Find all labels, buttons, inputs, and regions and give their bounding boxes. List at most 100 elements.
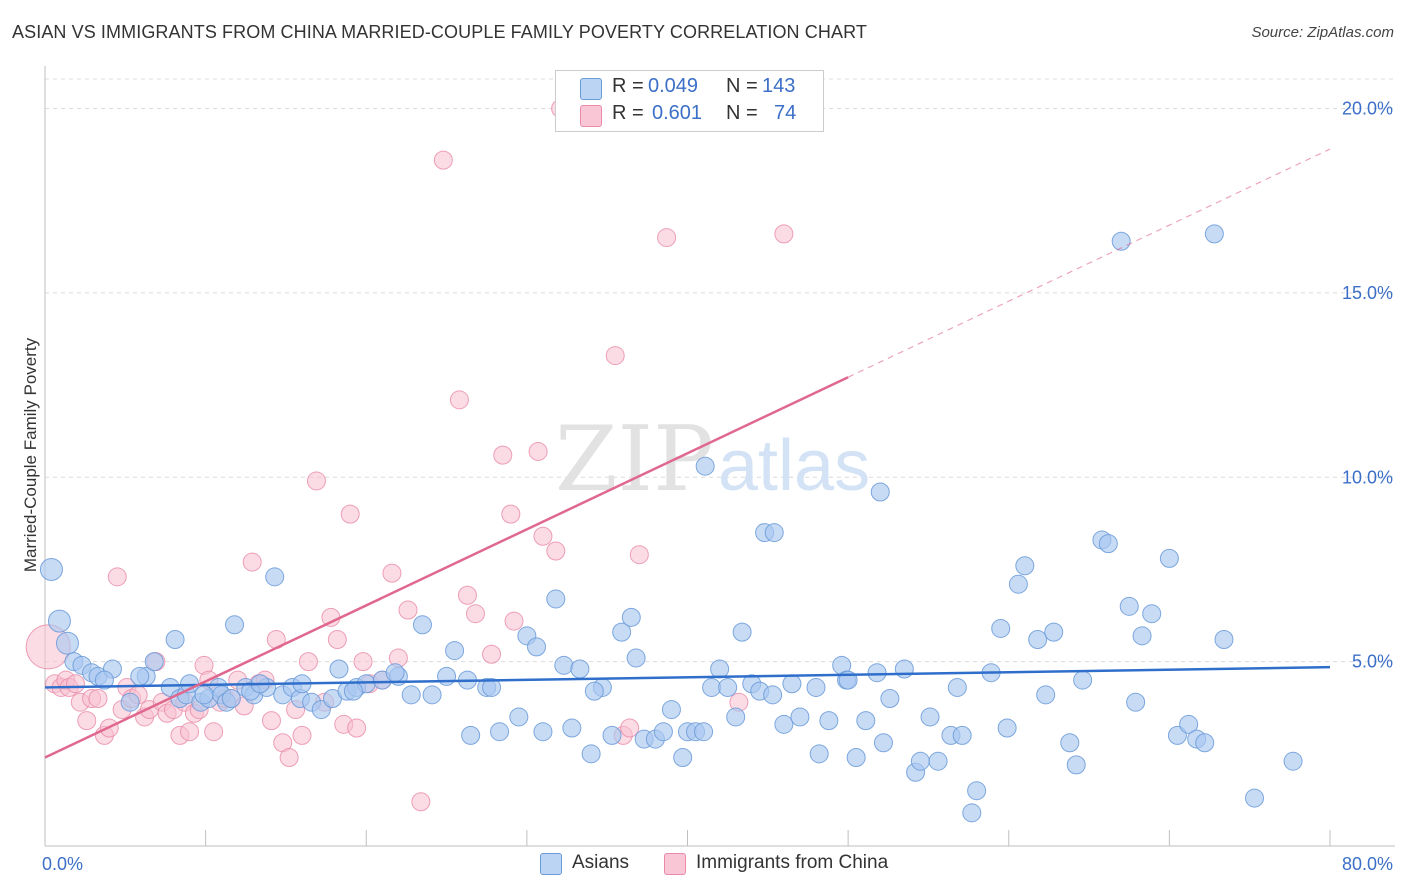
asians-point bbox=[621, 607, 641, 627]
asians-point bbox=[385, 663, 405, 683]
asians-point bbox=[422, 685, 442, 705]
source-label: Source: ZipAtlas.com bbox=[1251, 24, 1394, 41]
asians-point bbox=[870, 482, 890, 502]
asians-point bbox=[710, 659, 730, 679]
asians-point bbox=[726, 707, 746, 727]
china-point bbox=[605, 346, 625, 366]
asians-point bbox=[695, 456, 715, 476]
stats-legend: R = 0.049 N = 143 R = 0.601 N = 74 bbox=[555, 70, 824, 132]
asians-point bbox=[819, 711, 839, 731]
legend-n-value: 143 bbox=[762, 75, 796, 97]
china-point bbox=[433, 150, 453, 170]
asians-point bbox=[967, 781, 987, 801]
legend-r-label: R = bbox=[612, 102, 644, 124]
asians-point bbox=[1036, 685, 1056, 705]
asians-point bbox=[581, 744, 601, 764]
asians-point bbox=[718, 677, 738, 697]
legend-r-value: 0.049 bbox=[648, 75, 699, 97]
asians-swatch bbox=[580, 78, 602, 100]
asians-point bbox=[1111, 231, 1131, 251]
china-point bbox=[306, 471, 326, 491]
asians-point bbox=[1073, 670, 1093, 690]
asians-point bbox=[55, 631, 79, 655]
asians-point bbox=[546, 589, 566, 609]
asians-point bbox=[602, 725, 622, 745]
china-point bbox=[327, 630, 347, 649]
asians-point bbox=[626, 648, 646, 668]
china-point bbox=[279, 748, 299, 767]
asians-point bbox=[809, 744, 829, 764]
china-point bbox=[242, 552, 262, 572]
asians-point bbox=[533, 722, 553, 742]
y-tick-label: 5.0% bbox=[1352, 652, 1393, 672]
asians-point bbox=[329, 659, 349, 679]
asians-point bbox=[856, 711, 876, 731]
china-legend-label: Immigrants from China bbox=[696, 852, 889, 873]
asians-point bbox=[764, 523, 784, 543]
watermark: ZIP atlas bbox=[555, 407, 870, 512]
asians-point bbox=[482, 677, 502, 697]
china-point bbox=[493, 445, 513, 465]
asians-point bbox=[527, 637, 547, 657]
asians-point bbox=[94, 670, 114, 690]
asians-point bbox=[867, 663, 887, 683]
china-point bbox=[546, 541, 566, 561]
asians-point bbox=[1119, 596, 1139, 616]
asians-point bbox=[39, 557, 63, 581]
y-tick-label: 10.0% bbox=[1342, 467, 1393, 487]
asians-point bbox=[962, 803, 982, 823]
china-point bbox=[347, 718, 367, 738]
asians-point bbox=[991, 618, 1011, 638]
asians-point bbox=[782, 674, 802, 694]
asians-point bbox=[1060, 733, 1080, 753]
china-point bbox=[398, 600, 418, 620]
asians-point bbox=[47, 609, 71, 633]
grid-layer bbox=[45, 78, 1395, 663]
asians-point bbox=[894, 659, 914, 679]
china-point bbox=[504, 611, 524, 631]
china-point bbox=[261, 711, 281, 731]
china-point bbox=[298, 652, 318, 672]
asians-point bbox=[1179, 714, 1199, 734]
asians-point bbox=[1066, 755, 1086, 775]
asians-point bbox=[265, 567, 285, 587]
asians-point bbox=[846, 748, 866, 767]
china-point bbox=[657, 228, 677, 248]
asians-point bbox=[144, 652, 164, 672]
asians-point bbox=[130, 666, 150, 686]
asians-point bbox=[584, 681, 604, 701]
china-point bbox=[292, 725, 312, 745]
legend-n-label: N = bbox=[726, 102, 758, 124]
asians-point bbox=[1015, 556, 1035, 576]
china-point bbox=[501, 504, 521, 524]
chart-title: ASIAN VS IMMIGRANTS FROM CHINA MARRIED-C… bbox=[12, 22, 867, 42]
asians-point bbox=[554, 655, 574, 675]
china-point bbox=[629, 545, 649, 565]
asians-point bbox=[947, 677, 967, 697]
asians-legend-swatch bbox=[540, 853, 562, 875]
asians-point bbox=[509, 707, 529, 727]
asians-point bbox=[1008, 574, 1028, 594]
axis-layer: 5.0% 10.0% 15.0% 20.0% 0.0% 80.0% bbox=[42, 66, 1395, 874]
legend-r-label: R = bbox=[612, 75, 644, 97]
asians-point bbox=[221, 689, 241, 708]
asians-point bbox=[445, 641, 465, 661]
asians-point bbox=[225, 615, 245, 635]
asians-point bbox=[120, 692, 140, 712]
asians-point bbox=[910, 751, 930, 771]
asians-point bbox=[1283, 751, 1303, 771]
china-point bbox=[321, 607, 341, 627]
asians-point bbox=[694, 722, 714, 742]
china-point bbox=[88, 689, 108, 708]
asians-point bbox=[928, 751, 948, 771]
china-point bbox=[180, 722, 200, 742]
china-point bbox=[457, 585, 477, 605]
china-point bbox=[204, 722, 224, 742]
asians-point bbox=[194, 685, 214, 705]
china-point bbox=[340, 504, 360, 524]
asians-point bbox=[1142, 604, 1162, 624]
asians-point bbox=[763, 685, 783, 705]
legend-n-label: N = bbox=[726, 75, 758, 97]
china-legend-swatch bbox=[664, 853, 686, 875]
asians-point bbox=[1132, 626, 1152, 646]
